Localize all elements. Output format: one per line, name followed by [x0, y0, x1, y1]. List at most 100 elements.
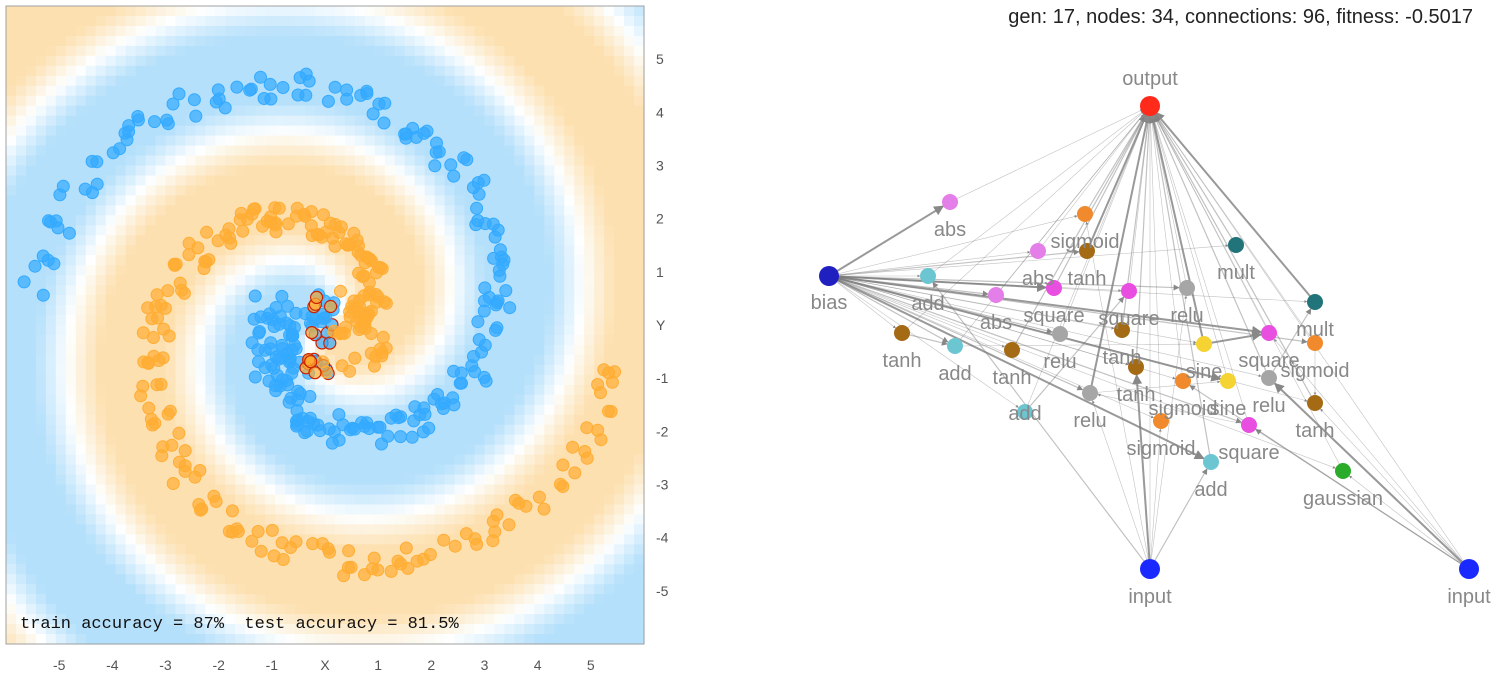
network-edge: [1274, 382, 1470, 570]
heatmap-cell: [6, 55, 17, 67]
heatmap-cell: [384, 155, 396, 167]
heatmap-cell: [165, 464, 177, 476]
heatmap-cell: [145, 215, 157, 226]
heatmap-cell: [464, 175, 476, 187]
heatmap-cell: [604, 235, 615, 246]
heatmap-cell: [65, 185, 77, 197]
heatmap-cell: [384, 55, 396, 67]
heatmap-cell: [295, 145, 306, 157]
heatmap-cell: [414, 45, 426, 57]
heatmap-cell: [15, 544, 27, 555]
heatmap-cell: [285, 584, 296, 595]
heatmap-cell: [334, 305, 346, 316]
heatmap-cell: [225, 364, 236, 376]
heatmap-cell: [504, 45, 516, 57]
heatmap-cell: [614, 135, 625, 147]
heatmap-cell: [75, 75, 87, 87]
x-tick-label: -1: [266, 657, 279, 673]
heatmap-cell: [384, 85, 396, 97]
heatmap-cell: [554, 275, 565, 286]
heatmap-cell: [245, 125, 256, 137]
heatmap-cell: [524, 285, 535, 296]
heatmap-cell: [564, 105, 575, 117]
heatmap-cell: [25, 135, 37, 147]
heatmap-cell: [265, 564, 276, 575]
heatmap-cell: [484, 594, 496, 605]
heatmap-cell: [125, 624, 137, 635]
heatmap-cell: [15, 364, 27, 376]
heatmap-cell: [514, 344, 525, 356]
heatmap-cell: [305, 45, 316, 57]
heatmap-cell: [614, 624, 625, 635]
heatmap-cell: [384, 325, 396, 336]
heatmap-cell: [594, 334, 605, 346]
network-edge: [1085, 221, 1151, 570]
heatmap-cell: [215, 384, 226, 396]
heatmap-cell: [474, 404, 486, 416]
heatmap-cell: [554, 85, 565, 97]
heatmap-cell: [205, 235, 216, 246]
heatmap-cell: [45, 334, 57, 346]
heatmap-cell: [474, 115, 486, 127]
heatmap-cell: [175, 504, 187, 516]
heatmap-cell: [95, 554, 107, 565]
heatmap-cell: [394, 195, 406, 206]
heatmap-cell: [534, 25, 545, 37]
heatmap-cell: [285, 6, 296, 17]
heatmap-cell: [245, 424, 256, 436]
heatmap-cell: [494, 484, 506, 496]
heatmap-cell: [424, 275, 436, 286]
heatmap-cell: [65, 15, 77, 27]
orange-point: [342, 544, 356, 558]
heatmap-cell: [504, 245, 516, 256]
heatmap-cell: [374, 544, 386, 555]
blue-point: [251, 343, 265, 357]
heatmap-cell: [584, 155, 595, 167]
heatmap-cell: [285, 245, 296, 256]
heatmap-cell: [75, 105, 87, 117]
heatmap-cell: [75, 115, 87, 127]
heatmap-cell: [534, 135, 545, 147]
heatmap-cell: [404, 145, 416, 157]
heatmap-cell: [125, 205, 137, 216]
network-edge: [828, 275, 1308, 345]
heatmap-cell: [325, 374, 336, 386]
heatmap-cell: [624, 364, 635, 376]
heatmap-cell: [35, 454, 47, 466]
heatmap-cell: [424, 255, 436, 266]
heatmap-cell: [524, 265, 535, 276]
heatmap-cell: [55, 55, 67, 67]
heatmap-cell: [235, 424, 246, 436]
heatmap-cell: [484, 185, 496, 197]
heatmap-cell: [245, 255, 256, 266]
heatmap-cell: [534, 75, 545, 87]
network-edge: [828, 275, 1180, 291]
y-tick-label: -1: [656, 370, 669, 386]
heatmap-cell: [594, 464, 605, 476]
heatmap-cell: [334, 245, 346, 256]
heatmap-cell: [155, 634, 167, 645]
heatmap-cell: [285, 295, 296, 306]
heatmap-cell: [634, 155, 645, 167]
heatmap-cell: [135, 624, 147, 635]
heatmap-cell: [574, 544, 585, 555]
heatmap-cell: [384, 624, 396, 635]
heatmap-cell: [295, 334, 306, 346]
heatmap-cell: [55, 504, 67, 516]
heatmap-cell: [474, 145, 486, 157]
heatmap-cell: [325, 25, 336, 37]
heatmap-cell: [414, 55, 426, 67]
heatmap-cell: [354, 434, 366, 446]
heatmap-cell: [454, 225, 466, 236]
heatmap-cell: [504, 464, 516, 476]
heatmap-cell: [225, 604, 236, 615]
heatmap-cell: [354, 554, 366, 565]
heatmap-cell: [514, 225, 525, 236]
heatmap-cell: [305, 285, 316, 296]
heatmap-cell: [634, 255, 645, 266]
heatmap-cell: [494, 634, 506, 645]
heatmap-cell: [574, 105, 585, 117]
heatmap-cell: [205, 334, 216, 346]
heatmap-cell: [235, 325, 246, 336]
heatmap-cell: [215, 315, 226, 326]
